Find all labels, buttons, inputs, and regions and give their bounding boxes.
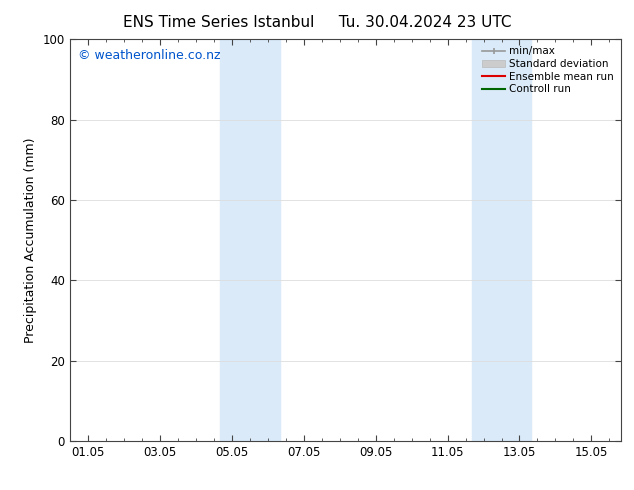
Text: ENS Time Series Istanbul     Tu. 30.04.2024 23 UTC: ENS Time Series Istanbul Tu. 30.04.2024 …	[123, 15, 511, 30]
Bar	[472, 39, 531, 441]
Y-axis label: Precipitation Accumulation (mm): Precipitation Accumulation (mm)	[24, 137, 37, 343]
Legend: min/max, Standard deviation, Ensemble mean run, Controll run: min/max, Standard deviation, Ensemble me…	[480, 45, 616, 97]
Bar	[220, 39, 280, 441]
Text: © weatheronline.co.nz: © weatheronline.co.nz	[78, 49, 221, 62]
